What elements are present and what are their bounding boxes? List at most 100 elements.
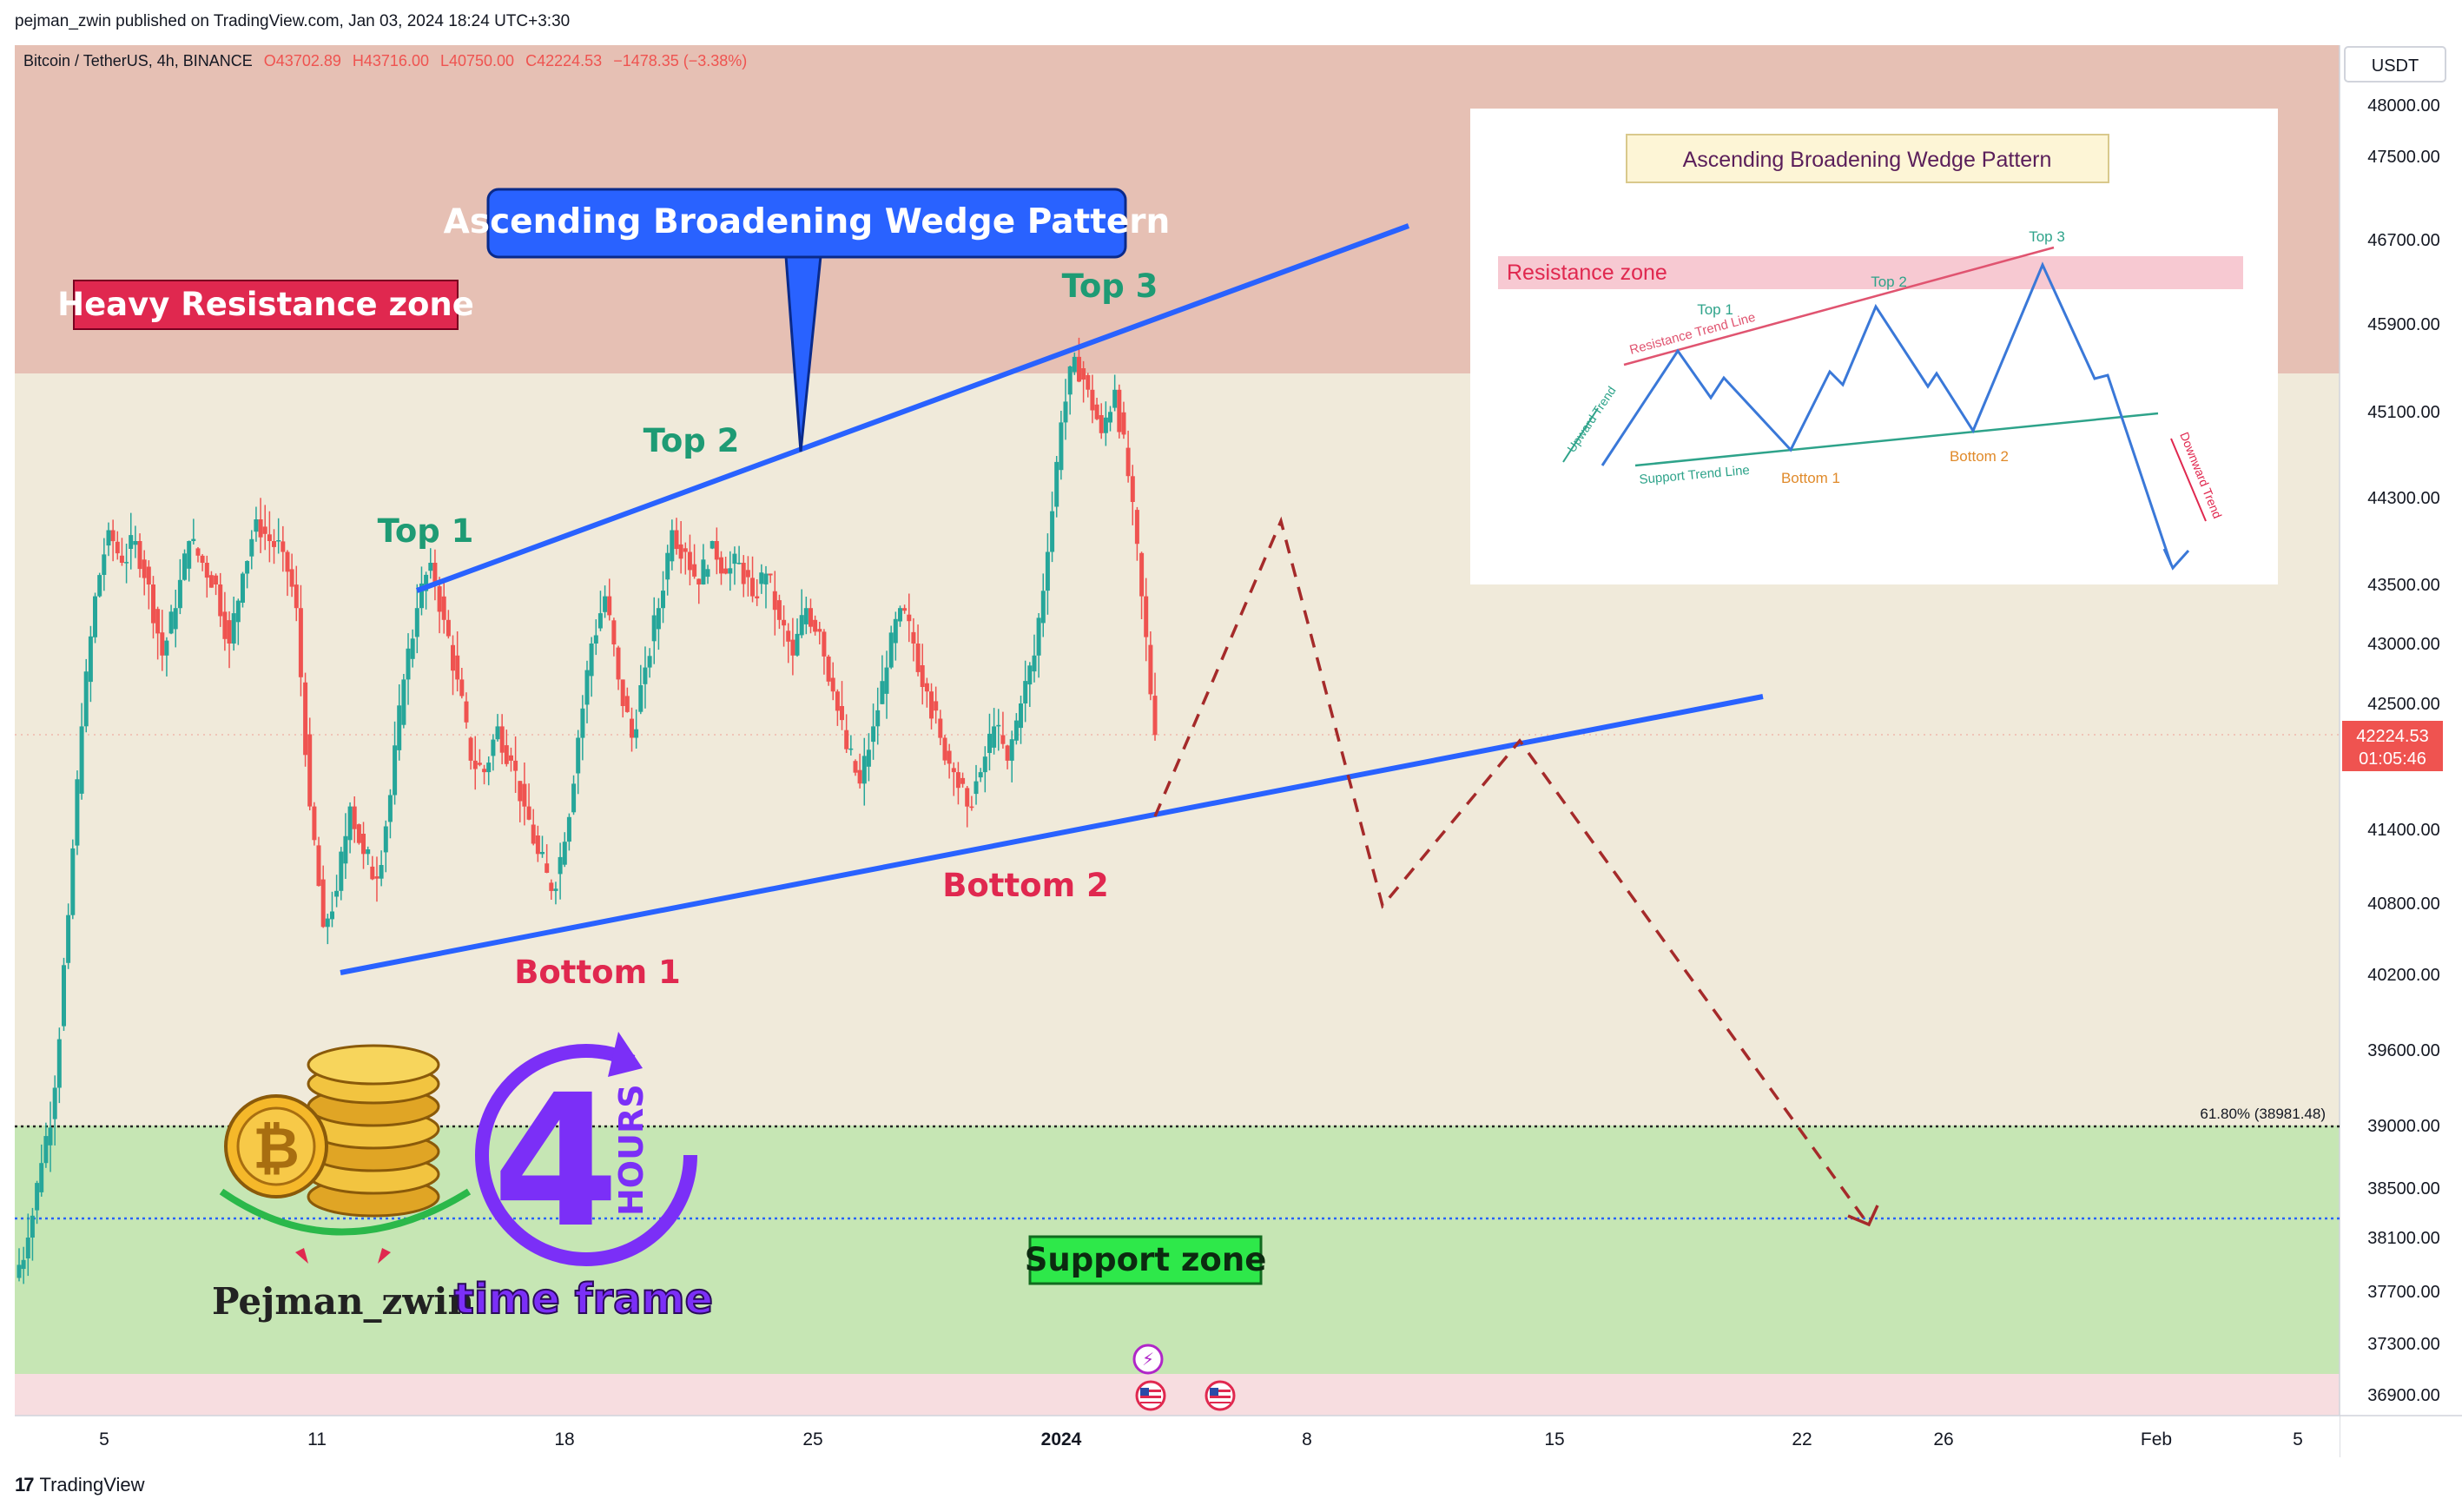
candle-body [593, 635, 598, 644]
candle-body [325, 918, 330, 928]
candle-body [339, 851, 344, 891]
price-tick-label: 37700.00 [2367, 1283, 2439, 1302]
candle-body [276, 540, 281, 542]
resistance-zone-label-box[interactable] [73, 280, 459, 330]
candle-body [1139, 552, 1145, 597]
inset-resistance-zone [1498, 256, 2243, 289]
candle-body [182, 553, 187, 580]
candle-body [455, 655, 460, 680]
support-zone-label-box[interactable] [1028, 1235, 1263, 1285]
ohlc-open: O43702.89 [263, 52, 341, 69]
candle-body [468, 737, 473, 761]
time-tick-label: 26 [1933, 1429, 1953, 1449]
price-tick-label: 44300.00 [2367, 489, 2439, 508]
candle-body [826, 657, 831, 682]
event-us-flag-icon-2[interactable] [1205, 1380, 1236, 1411]
resistance-trendline[interactable] [415, 223, 1410, 593]
inset-resistance-zone-label: Resistance zone [1507, 261, 1667, 285]
candle-body [1005, 745, 1010, 761]
inset-arrowhead [2162, 548, 2190, 571]
candle-body [1108, 412, 1112, 423]
candle-body [370, 866, 375, 880]
price-tick-label: 46700.00 [2367, 231, 2439, 250]
projection-path[interactable] [1153, 516, 1869, 1225]
candle-body [401, 679, 406, 725]
candle-body [853, 761, 858, 773]
candle-body [379, 865, 384, 879]
candle-body [262, 526, 267, 534]
candle-body [1036, 617, 1041, 656]
svg-text:₿: ₿ [253, 1115, 300, 1182]
candle-body [70, 848, 76, 915]
candle-body [1045, 551, 1050, 591]
support-trendline[interactable] [340, 694, 1764, 975]
time-tick-label: 18 [554, 1429, 574, 1449]
logo-author-name: Pejman_zwin [212, 1280, 474, 1323]
candle-body [495, 726, 500, 740]
candle-body [589, 644, 594, 677]
candle-body [320, 879, 326, 928]
candle-body [208, 575, 214, 588]
candle-body [1023, 681, 1028, 703]
candle-body [580, 708, 585, 738]
event-flash-icon[interactable]: ⚡ [1132, 1344, 1164, 1375]
logo-hours: HOURS [612, 1084, 650, 1216]
candle-body [124, 562, 129, 564]
candle-body [902, 608, 908, 611]
candle-body [996, 724, 1001, 727]
candle-body [929, 691, 934, 719]
svg-text:⚡: ⚡ [1142, 1349, 1154, 1370]
price-tick-label: 40200.00 [2367, 966, 2439, 985]
candle-body [893, 618, 898, 644]
candle-body [745, 570, 750, 578]
candle-body [665, 552, 670, 580]
logo-arrow-right [378, 1248, 391, 1264]
candle-body [432, 563, 438, 586]
candle-body [160, 632, 165, 656]
candle-body [155, 609, 161, 634]
candle-body [861, 756, 867, 784]
currency-box[interactable] [2344, 46, 2446, 83]
tradingview-footer[interactable]: 17 TradingView [15, 1474, 145, 1496]
candle-body [294, 584, 299, 609]
candle-body [992, 726, 997, 748]
candle-body [258, 519, 263, 538]
price-tick-label: 48000.00 [2367, 96, 2439, 116]
candle-body [1152, 696, 1158, 736]
candle-body [513, 760, 518, 771]
candle-body [1134, 510, 1139, 545]
candle-body [343, 835, 348, 864]
candle-body [48, 1127, 53, 1146]
inset-bottom2-label: Bottom 2 [1950, 448, 2009, 465]
candle-body [39, 1163, 44, 1192]
ohlc-low: L40750.00 [439, 52, 515, 69]
candle-body [813, 619, 818, 632]
symbol-legend[interactable]: Bitcoin / TetherUS, 4h, BINANCE O43702.8… [23, 52, 747, 70]
candle-body [1112, 389, 1118, 408]
candle-body [366, 849, 371, 855]
candle-body [728, 568, 733, 574]
candle-body [504, 745, 509, 764]
candle-body [844, 730, 849, 749]
time-axis[interactable] [15, 1416, 2340, 1457]
candle-body [1019, 703, 1023, 729]
time-tick-label: Feb [2141, 1429, 2172, 1449]
event-us-flag-icon[interactable] [1135, 1380, 1166, 1411]
currency-label: USDT [2372, 56, 2419, 76]
ohlc-change: −1478.35 (−3.38%) [613, 52, 748, 69]
candle-body [620, 679, 625, 706]
candle-body [687, 551, 692, 571]
price-tick-label: 43500.00 [2367, 576, 2439, 595]
candle-body [942, 737, 947, 761]
inset-top1-label: Top 1 [1697, 301, 1733, 318]
candle-body [168, 611, 174, 634]
candle-body [768, 573, 773, 576]
pattern-callout-box[interactable] [486, 188, 1127, 259]
candle-body [566, 816, 571, 842]
candle-body [871, 726, 876, 743]
inset-diagram[interactable]: Ascending Broadening Wedge Pattern Resis… [1470, 109, 2278, 584]
candle-body [173, 608, 178, 630]
candle-body [1050, 511, 1055, 552]
candle-body [616, 647, 621, 680]
